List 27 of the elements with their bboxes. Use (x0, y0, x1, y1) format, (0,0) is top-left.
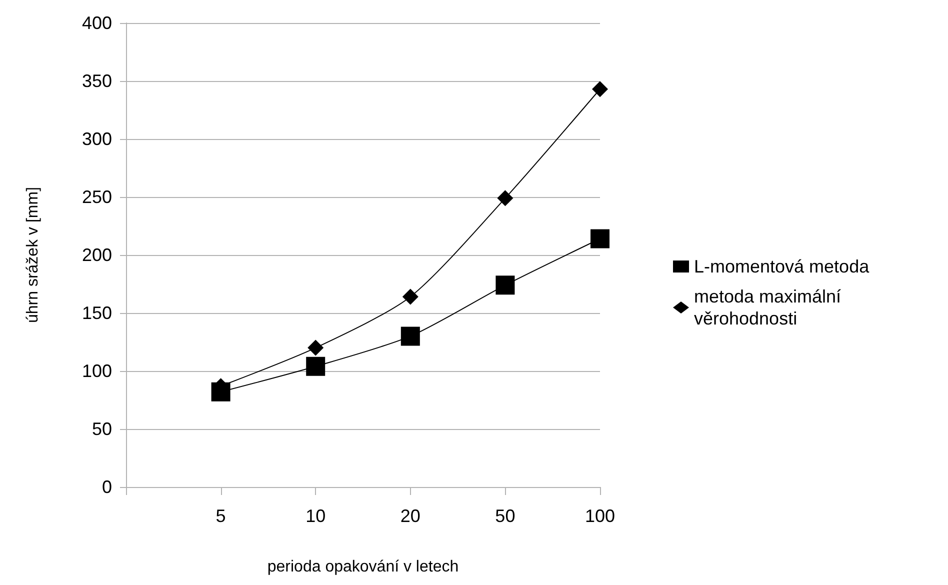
y-tick-label: 50 (92, 419, 112, 439)
point (308, 340, 324, 356)
legend-label: L-momentová metoda (694, 256, 870, 276)
legend-label: metoda maximální věrohodnosti (694, 286, 846, 328)
y-tick-label: 300 (82, 129, 112, 149)
y-tick-label: 200 (82, 245, 112, 265)
y-axis-title: úhrn srážek v [mm] (24, 186, 42, 324)
point (590, 229, 610, 248)
y-tick-label: 100 (82, 361, 112, 381)
x-tick-label: 20 (400, 506, 420, 526)
x-tick-label: 100 (584, 506, 616, 526)
y-tick-label: 0 (102, 477, 112, 497)
point (211, 382, 230, 402)
point (306, 356, 326, 376)
x-tick-label: 50 (495, 506, 516, 526)
y-tick-label: 250 (82, 187, 112, 207)
y-tick-label: 150 (82, 303, 112, 323)
x-tick-label: 10 (306, 506, 326, 526)
point (496, 276, 515, 295)
point (592, 81, 608, 98)
point (497, 190, 514, 206)
x-axis-title: perioda opakování v letech (267, 558, 459, 576)
y-tick-label: 400 (82, 13, 112, 33)
y-tick-label: 350 (82, 71, 112, 91)
x-tick-label: 5 (216, 506, 226, 526)
point (400, 326, 420, 346)
point (402, 288, 418, 305)
